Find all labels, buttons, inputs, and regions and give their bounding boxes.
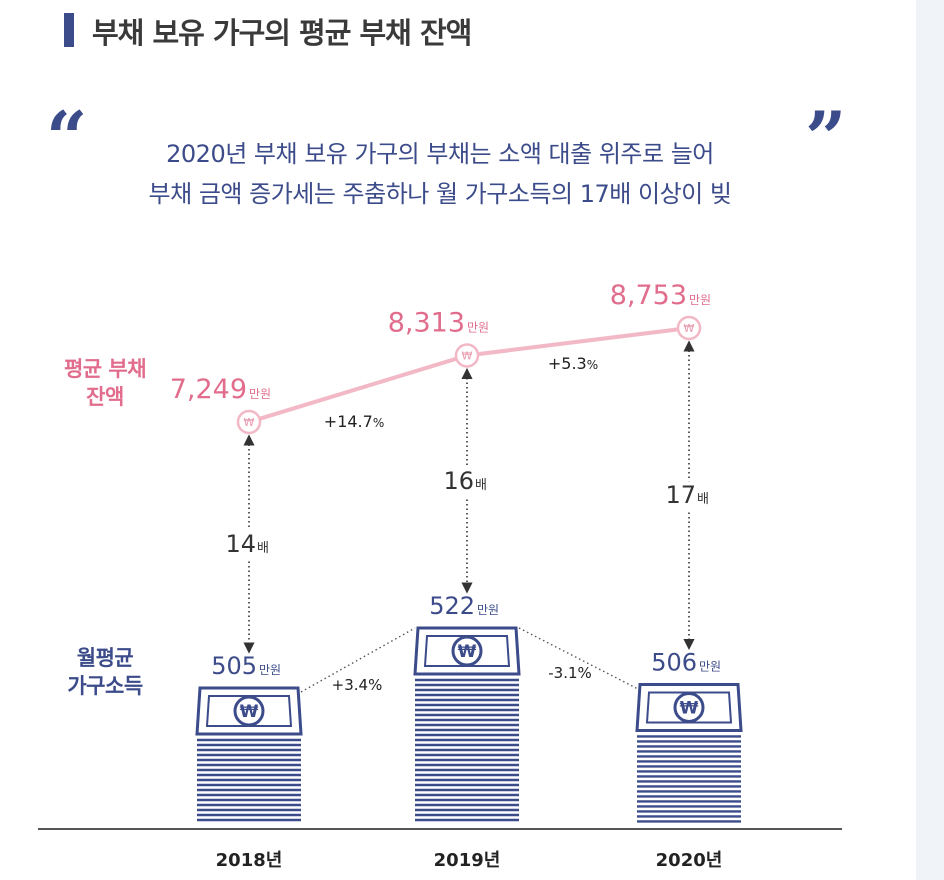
debt-line — [248, 326, 690, 424]
won-coin-symbol: ₩ — [684, 322, 695, 335]
close-quote-icon: ” — [805, 95, 847, 180]
debt-value-unit: 만원 — [249, 387, 271, 401]
income-change-label: -3.1% — [548, 664, 592, 682]
income-change-connector — [300, 627, 416, 693]
won-coin-icon — [236, 409, 262, 435]
banknote-inner-border — [423, 635, 511, 667]
income-value-label: 522 — [429, 592, 475, 620]
income-value-unit: 만원 — [477, 603, 499, 617]
ratio-value: 14 — [225, 530, 256, 558]
won-symbol-circle — [673, 691, 705, 723]
x-tick-label: 2020년 — [656, 850, 723, 871]
title-accent-bar — [64, 13, 74, 47]
income-stack-2018년: ₩ — [195, 686, 303, 822]
won-coin-symbol: ₩ — [244, 416, 255, 429]
debt-series-label: 평균 부채 잔액 — [50, 355, 160, 411]
won-coin-symbol: ₩ — [462, 350, 473, 363]
income-value-unit: 만원 — [259, 663, 281, 677]
income-change-label: +3.4% — [332, 676, 383, 694]
debt-value-label: 7,249 — [170, 374, 247, 405]
won-symbol: ₩ — [458, 642, 477, 662]
income-value-label: 505 — [211, 652, 257, 680]
right-margin-strip — [916, 0, 944, 880]
page-title: 부채 보유 가구의 평균 부채 잔액 — [92, 16, 472, 50]
income-value-label: 506 — [651, 648, 697, 676]
debt-label-line-1: 평균 부채 — [63, 357, 147, 381]
income-stack-2020년: ₩ — [635, 682, 743, 823]
debt-change-label: +5.3% — [548, 354, 598, 373]
debt-label-line-2: 잔액 — [86, 385, 124, 409]
income-label-line-2: 가구소득 — [67, 674, 143, 698]
won-symbol: ₩ — [680, 698, 699, 718]
ratio-label-backdrop — [225, 530, 277, 560]
won-symbol: ₩ — [240, 702, 259, 722]
income-stack-2019년: ₩ — [413, 626, 521, 822]
debt-change-label: +14.7% — [324, 412, 384, 431]
won-symbol-circle — [233, 695, 265, 727]
banknote-inner-border — [205, 695, 293, 727]
income-series-label: 월평균 가구소득 — [50, 644, 160, 700]
won-coin-icon — [454, 343, 480, 368]
ratio-label-backdrop — [665, 481, 717, 512]
debt-marker-2019년: ₩ — [454, 343, 480, 368]
debt-marker-2018년: ₩ — [236, 409, 262, 435]
ratio-unit: 배 — [697, 492, 709, 507]
x-tick-label: 2018년 — [216, 850, 283, 871]
ratio-value: 17 — [665, 481, 696, 509]
banknote-inner-border — [645, 691, 733, 724]
debt-value-unit: 만원 — [689, 293, 711, 307]
headline-line-1: 2020년 부채 보유 가구의 부채는 소액 대출 위주로 늘어 — [166, 140, 714, 168]
ratio-unit: 배 — [475, 478, 487, 493]
debt-marker-2020년: ₩ — [676, 315, 702, 341]
debt-value-label: 8,313 — [388, 308, 465, 339]
ratio-unit: 배 — [257, 541, 269, 556]
open-quote-icon: “ — [46, 95, 88, 180]
debt-value-label: 8,753 — [610, 280, 687, 311]
income-value-unit: 만원 — [699, 659, 721, 673]
won-symbol-circle — [451, 635, 483, 667]
won-coin-icon — [676, 315, 702, 341]
headline-line-2: 부채 금액 증가세는 주춤하나 월 가구소득의 17배 이상이 빚 — [148, 180, 732, 208]
debt-value-unit: 만원 — [467, 321, 489, 335]
income-label-line-1: 월평균 — [76, 646, 134, 670]
x-tick-label: 2019년 — [434, 850, 501, 871]
ratio-value: 16 — [443, 467, 474, 495]
ratio-label-backdrop — [443, 466, 495, 497]
